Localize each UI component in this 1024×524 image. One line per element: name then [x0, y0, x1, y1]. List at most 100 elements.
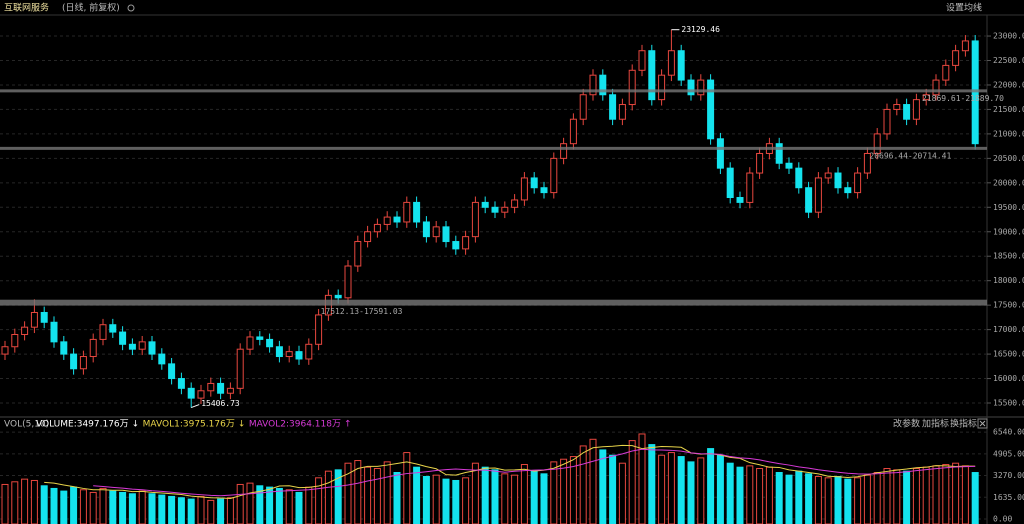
y-tick-label: 4905.00: [993, 449, 1024, 458]
volume-bar: [119, 491, 127, 524]
volume-bar: [550, 461, 558, 524]
symbol-title[interactable]: 互联网服务: [4, 2, 49, 14]
volume-bar: [942, 464, 950, 524]
volume-bar: [373, 468, 381, 524]
volume-bar: [638, 433, 646, 524]
candle-body: [707, 79, 715, 140]
candle-body: [21, 326, 29, 336]
gear-icon[interactable]: [127, 4, 135, 12]
candle-body: [648, 50, 656, 101]
candle-body: [638, 50, 646, 71]
y-tick-label: 6540.00: [993, 428, 1024, 437]
volume-bar: [932, 465, 940, 524]
volume-bar: [285, 489, 293, 524]
candle-body: [226, 387, 234, 394]
volume-bar: [746, 465, 754, 524]
candle-body: [579, 94, 587, 120]
candle-body: [736, 197, 744, 203]
candle-body: [726, 167, 734, 199]
candle-body: [364, 231, 372, 243]
volume-bar: [50, 487, 58, 524]
volume-bar: [736, 466, 744, 524]
candle-body: [697, 79, 705, 96]
candle-body: [628, 69, 636, 106]
volume-bar: [471, 462, 479, 524]
candle-body: [1, 346, 9, 355]
volume-bar: [168, 495, 176, 524]
volume-bar: [501, 473, 509, 524]
candle-body: [354, 241, 362, 267]
volume-bar: [903, 470, 911, 524]
legend-entry: MAVOL1:3975.176万: [143, 420, 235, 430]
candle-body: [530, 177, 538, 189]
candle-body: [824, 172, 832, 179]
candle-body: [481, 201, 489, 208]
volume-bar: [697, 457, 705, 524]
ma-settings[interactable]: 设置均线: [946, 2, 982, 14]
candle-body: [344, 265, 352, 299]
candle-body: [128, 343, 136, 350]
dropdown-arrow[interactable]: [977, 7, 980, 9]
volume-bar: [618, 462, 626, 524]
y-tick-label: 21000.0: [993, 129, 1024, 138]
volume-bar: [609, 454, 617, 524]
candle-body: [168, 363, 176, 380]
y-tick-label: 15500.0: [993, 399, 1024, 408]
volume-bar: [207, 499, 215, 524]
volume-bar: [834, 475, 842, 524]
ma-line: [44, 444, 976, 500]
y-tick-label: 22000.0: [993, 80, 1024, 89]
volume-bar: [785, 474, 793, 524]
volume-bar: [432, 474, 440, 524]
candle-body: [805, 187, 813, 213]
candle-body: [197, 390, 205, 399]
volume-bar: [413, 466, 421, 524]
candle-body: [295, 351, 303, 360]
volume-bar: [305, 486, 313, 524]
volume-bar: [226, 497, 234, 524]
candle-body: [854, 172, 862, 194]
candle-body: [520, 177, 528, 201]
candle-body: [961, 40, 969, 52]
candle-body: [158, 353, 166, 365]
volume-bar: [266, 486, 274, 524]
candle-body: [236, 348, 244, 389]
candle-body: [30, 311, 38, 328]
candle-body: [109, 324, 117, 333]
volume-bar: [197, 495, 205, 524]
volume-bar: [187, 498, 195, 524]
candle-body: [560, 143, 568, 159]
candle-body: [334, 294, 342, 299]
volume-bar: [295, 491, 303, 524]
close-button[interactable]: [977, 418, 988, 429]
volume-bar: [530, 470, 538, 524]
volume-bar: [481, 466, 489, 524]
candle-body: [589, 74, 597, 96]
candle-body: [266, 338, 274, 348]
volume-bar: [148, 493, 156, 524]
candle-body: [942, 64, 950, 81]
volume-bar: [334, 469, 342, 524]
candle-body: [609, 94, 617, 120]
candle-body: [540, 187, 548, 194]
volume-bar: [158, 494, 166, 524]
min-arrow: [191, 404, 200, 409]
volume-bar: [756, 468, 764, 524]
indicator-button[interactable]: 改参数: [893, 418, 920, 430]
legend-arrow: ↓: [238, 420, 246, 430]
candle-body: [403, 201, 411, 223]
legend-arrow: ↓: [132, 420, 140, 430]
candle-body: [912, 99, 920, 120]
indicator-button[interactable]: 加指标: [922, 418, 949, 430]
volume-bar: [775, 472, 783, 524]
candle-body: [491, 206, 499, 213]
y-tick-label: 18000.0: [993, 276, 1024, 285]
candle-body: [932, 79, 940, 96]
period-label[interactable]: (日线, 前复权): [62, 2, 120, 14]
volume-bar: [109, 490, 117, 524]
volume-bar: [854, 477, 862, 524]
legend-entry: VOLUME:3497.176万: [36, 420, 129, 430]
indicator-button[interactable]: 换指标: [950, 418, 977, 430]
volume-bar: [275, 487, 283, 524]
candle-body: [569, 118, 577, 145]
